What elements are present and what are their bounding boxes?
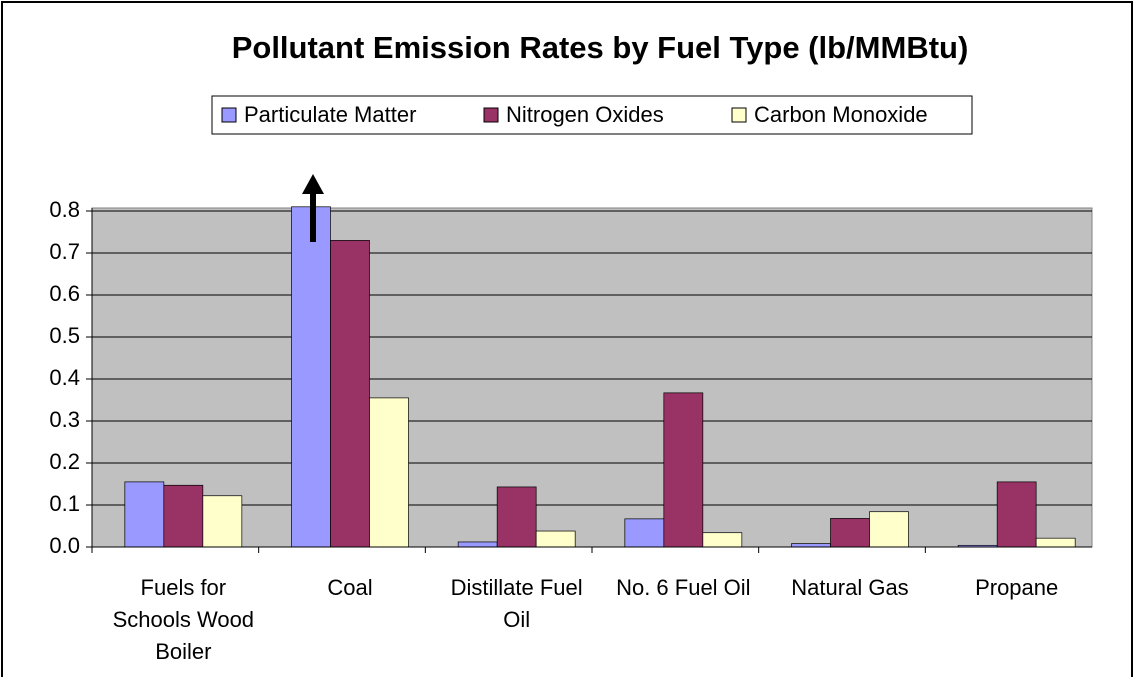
y-tick-label: 0.5 (49, 323, 80, 348)
y-tick-label: 0.3 (49, 407, 80, 432)
x-tick-label: Fuels for Schools Wood Boiler (112, 575, 255, 664)
bar (663, 392, 704, 548)
bar (1035, 537, 1076, 548)
bar (830, 518, 870, 548)
legend-label: Carbon Monoxide (754, 102, 928, 127)
bar (369, 397, 409, 548)
bar (202, 495, 243, 548)
bar (869, 511, 909, 548)
legend-swatch (483, 107, 499, 123)
x-tick-label: No. 6 Fuel Oil (616, 575, 751, 600)
bar (291, 206, 331, 548)
bar (457, 541, 498, 548)
y-tick-label: 0.2 (49, 449, 80, 474)
legend: Particulate Matter Nitrogen Oxides Carbon … (211, 95, 973, 135)
chart-title: Pollutant Emission Rates by Fuel Type (l… (232, 30, 969, 65)
y-tick-label: 0.6 (49, 281, 80, 306)
x-tick-label: Coal (327, 575, 373, 600)
arrow-head (302, 174, 324, 194)
y-tick-label: 0.1 (49, 491, 80, 516)
x-tick-label: Propane (975, 575, 1059, 600)
y-tick-label: 0.4 (49, 365, 80, 390)
x-tick-label: Natural Gas (791, 575, 909, 600)
bar (996, 481, 1037, 548)
bar (702, 532, 743, 548)
y-tick-label: 0.7 (49, 239, 80, 264)
legend-swatch (221, 107, 237, 123)
bar (330, 240, 370, 548)
legend-label: Nitrogen Oxides (506, 102, 664, 127)
bar (163, 484, 204, 548)
bar (496, 486, 537, 548)
legend-label: Particulate Matter (244, 102, 416, 127)
bar (624, 518, 665, 548)
bar (791, 543, 831, 548)
legend-swatch (731, 107, 747, 123)
y-tick-label: 0.8 (49, 197, 80, 222)
x-tick-label: Distillate Fuel Oil (450, 575, 583, 632)
plot-area: 0.0 0.1 0.2 0.3 0.4 0.5 0.6 0.7 0.8 (49, 197, 1093, 558)
bar (535, 530, 576, 548)
legend-box (211, 95, 973, 135)
y-tick-label: 0.0 (49, 533, 80, 558)
bar (124, 481, 165, 548)
